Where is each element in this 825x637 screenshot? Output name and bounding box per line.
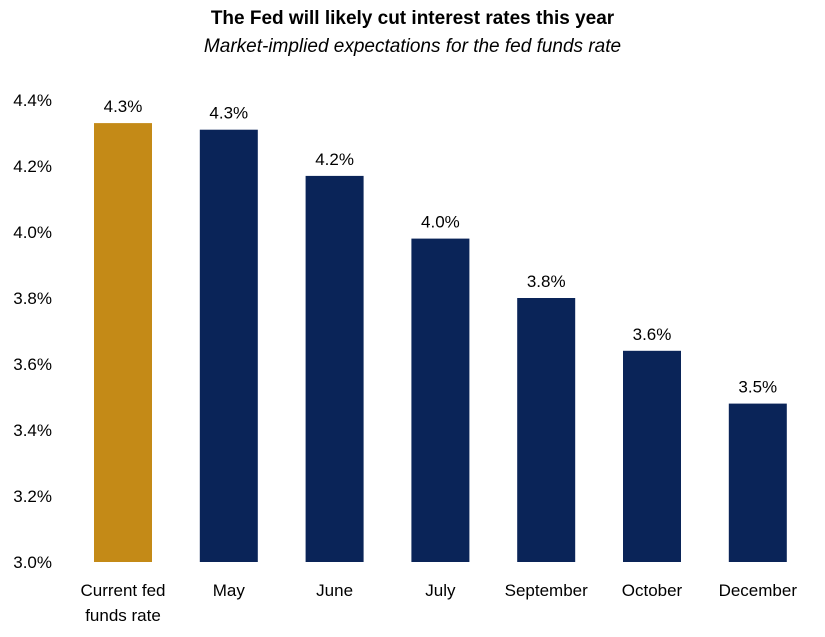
x-tick-label: September xyxy=(505,581,588,600)
x-tick-label: May xyxy=(213,581,246,600)
chart-subtitle: Market-implied expectations for the fed … xyxy=(203,36,622,57)
x-tick-label: July xyxy=(425,581,456,600)
x-tick-label: June xyxy=(316,581,353,600)
data-label: 4.3% xyxy=(209,104,248,123)
data-label: 3.5% xyxy=(738,378,777,397)
bar xyxy=(517,298,576,562)
x-tick-label: October xyxy=(622,581,683,600)
y-tick-label: 3.6% xyxy=(13,355,52,374)
x-tick-label: Current fed xyxy=(80,581,165,600)
bar xyxy=(94,123,152,562)
data-label: 3.6% xyxy=(633,325,672,344)
bar xyxy=(305,175,364,562)
bar xyxy=(623,350,681,562)
y-tick-label: 3.2% xyxy=(13,487,52,506)
bar xyxy=(728,403,787,562)
x-tick-label: December xyxy=(719,581,798,600)
data-label: 3.8% xyxy=(527,272,566,291)
bar xyxy=(199,129,258,562)
bar xyxy=(411,238,470,562)
y-tick-label: 4.4% xyxy=(13,91,52,110)
y-tick-label: 3.4% xyxy=(13,421,52,440)
y-tick-label: 4.2% xyxy=(13,157,52,176)
y-tick-label: 4.0% xyxy=(13,223,52,242)
data-label: 4.2% xyxy=(315,150,354,169)
x-tick-label: funds rate xyxy=(85,606,161,625)
chart-title: The Fed will likely cut interest rates t… xyxy=(210,8,615,29)
y-tick-label: 3.0% xyxy=(13,553,52,572)
y-tick-label: 3.8% xyxy=(13,289,52,308)
data-label: 4.3% xyxy=(104,97,143,116)
data-label: 4.0% xyxy=(421,213,460,232)
